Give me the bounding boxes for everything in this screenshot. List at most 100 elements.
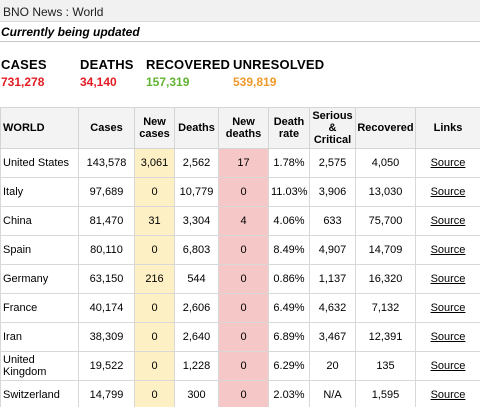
recovered-cell: 13,030 <box>355 177 416 207</box>
serious-critical-cell: 1,137 <box>309 264 356 294</box>
cases-value: 731,278 <box>1 75 45 89</box>
deaths-value: 34,140 <box>80 75 117 89</box>
table-row: Iran 38,309 0 2,640 0 6.89% 3,467 12,391 Source <box>0 322 480 352</box>
recovered-cell: 135 <box>355 351 416 381</box>
recovered-cell: 75,700 <box>355 206 416 236</box>
new-deaths-cell: 0 <box>218 322 269 352</box>
country-cell: United Kingdom <box>0 351 79 381</box>
source-link[interactable]: Source <box>430 215 466 227</box>
col-header-links: Links <box>415 107 480 149</box>
cases-cell: 14,799 <box>78 380 135 407</box>
deaths-label: DEATHS <box>80 57 134 72</box>
deaths-cell: 2,640 <box>174 322 219 352</box>
deaths-cell: 1,228 <box>174 351 219 381</box>
unresolved-value: 539,819 <box>233 75 277 89</box>
new-deaths-cell: 0 <box>218 177 269 207</box>
death-rate-cell: 6.49% <box>268 293 310 323</box>
country-cell: United States <box>0 148 79 178</box>
source-link[interactable]: Source <box>430 360 466 372</box>
new-cases-cell: 3,061 <box>134 148 175 178</box>
death-rate-cell: 0.86% <box>268 264 310 294</box>
source-link[interactable]: Source <box>430 273 466 285</box>
table-row: Germany 63,150 216 544 0 0.86% 1,137 16,320 Sour… <box>0 264 480 294</box>
death-rate-cell: 1.78% <box>268 148 310 178</box>
links-cell: Source <box>415 264 480 294</box>
new-cases-cell: 0 <box>134 235 175 265</box>
recovered-cell: 4,050 <box>355 148 416 178</box>
source-link[interactable]: Source <box>430 389 466 401</box>
new-deaths-cell: 0 <box>218 380 269 407</box>
total-cases-stat: CASES 731,278 <box>1 57 47 89</box>
death-rate-cell: 2.03% <box>268 380 310 407</box>
death-rate-cell: 4.06% <box>268 206 310 236</box>
col-header-world: WORLD <box>0 107 79 149</box>
links-cell: Source <box>415 322 480 352</box>
serious-critical-cell: 3,467 <box>309 322 356 352</box>
col-header-cases: Cases <box>78 107 135 149</box>
new-deaths-cell: 17 <box>218 148 269 178</box>
cases-cell: 97,689 <box>78 177 135 207</box>
country-cell: China <box>0 206 79 236</box>
source-link[interactable]: Source <box>430 302 466 314</box>
total-deaths-stat: DEATHS 34,140 <box>80 57 134 89</box>
world-cases-table: WORLD Cases New cases Deaths New deaths … <box>0 107 480 407</box>
col-header-serious-critical: Serious & Critical <box>309 107 356 149</box>
new-cases-cell: 0 <box>134 380 175 407</box>
new-cases-cell: 0 <box>134 351 175 381</box>
deaths-cell: 6,803 <box>174 235 219 265</box>
cases-cell: 38,309 <box>78 322 135 352</box>
cases-cell: 40,174 <box>78 293 135 323</box>
country-cell: Iran <box>0 322 79 352</box>
summary-stats: CASES 731,278 DEATHS 34,140 RECOVERED 15… <box>0 42 480 107</box>
table-row: Switzerland 14,799 0 300 0 2.03% N/A 1,595 Sourc… <box>0 380 480 407</box>
recovered-cell: 12,391 <box>355 322 416 352</box>
col-header-new-deaths: New deaths <box>218 107 269 149</box>
table-row: Italy 97,689 0 10,779 0 11.03% 3,906 13,030 Sour… <box>0 177 480 207</box>
serious-critical-cell: 20 <box>309 351 356 381</box>
source-link[interactable]: Source <box>430 331 466 343</box>
col-header-deaths: Deaths <box>174 107 219 149</box>
new-deaths-cell: 0 <box>218 235 269 265</box>
cases-cell: 19,522 <box>78 351 135 381</box>
table-row: United Kingdom 19,522 0 1,228 0 6.29% 20 135 Sou… <box>0 351 480 381</box>
source-link[interactable]: Source <box>430 244 466 256</box>
serious-critical-cell: 4,907 <box>309 235 356 265</box>
deaths-cell: 3,304 <box>174 206 219 236</box>
recovered-cell: 16,320 <box>355 264 416 294</box>
table-row: France 40,174 0 2,606 0 6.49% 4,632 7,132 Source <box>0 293 480 323</box>
serious-critical-cell: 633 <box>309 206 356 236</box>
serious-critical-cell: N/A <box>309 380 356 407</box>
new-cases-cell: 0 <box>134 322 175 352</box>
links-cell: Source <box>415 148 480 178</box>
country-cell: Switzerland <box>0 380 79 407</box>
col-header-death-rate: Death rate <box>268 107 310 149</box>
deaths-cell: 544 <box>174 264 219 294</box>
links-cell: Source <box>415 380 480 407</box>
links-cell: Source <box>415 177 480 207</box>
table-body: United States 143,578 3,061 2,562 17 1.78% 2,5… <box>0 148 480 407</box>
links-cell: Source <box>415 293 480 323</box>
cases-label: CASES <box>1 57 47 72</box>
country-cell: Spain <box>0 235 79 265</box>
source-link[interactable]: Source <box>430 157 466 169</box>
col-header-new-cases: New cases <box>134 107 175 149</box>
cases-cell: 143,578 <box>78 148 135 178</box>
death-rate-cell: 6.89% <box>268 322 310 352</box>
table-header-row: WORLD Cases New cases Deaths New deaths … <box>0 107 480 149</box>
total-unresolved-stat: UNRESOLVED 539,819 <box>233 57 324 89</box>
deaths-cell: 10,779 <box>174 177 219 207</box>
deaths-cell: 2,562 <box>174 148 219 178</box>
serious-critical-cell: 4,632 <box>309 293 356 323</box>
unresolved-label: UNRESOLVED <box>233 57 325 72</box>
cases-cell: 63,150 <box>78 264 135 294</box>
serious-critical-cell: 2,575 <box>309 148 356 178</box>
country-cell: Italy <box>0 177 79 207</box>
source-link[interactable]: Source <box>430 186 466 198</box>
new-deaths-cell: 4 <box>218 206 269 236</box>
col-header-recovered: Recovered <box>355 107 416 149</box>
new-deaths-cell: 0 <box>218 264 269 294</box>
links-cell: Source <box>415 351 480 381</box>
new-deaths-cell: 0 <box>218 293 269 323</box>
new-cases-cell: 0 <box>134 177 175 207</box>
new-cases-cell: 0 <box>134 293 175 323</box>
